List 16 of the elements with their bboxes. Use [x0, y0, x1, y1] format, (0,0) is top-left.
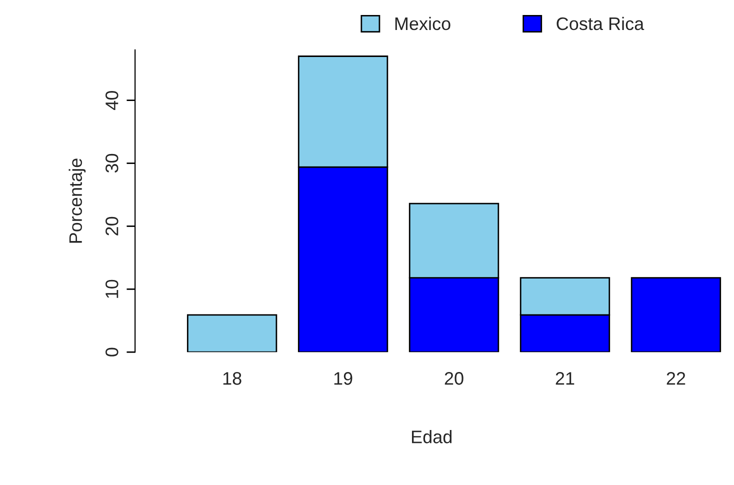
x-tick-label: 19: [334, 372, 352, 385]
legend-label: Costa Rica: [556, 16, 644, 30]
legend-label: Mexico: [395, 16, 450, 30]
y-tick-label: 20: [106, 216, 118, 236]
x-tick-label: 20: [444, 372, 464, 385]
y-tick-label: 0: [106, 348, 118, 356]
y-axis-title: Porcentaje: [68, 158, 86, 243]
x-axis-title: Edad: [412, 430, 452, 444]
y-tick-label: 40: [106, 90, 118, 110]
x-tick-label: 22: [666, 372, 686, 385]
y-tick-label: 10: [106, 280, 118, 298]
bar: [630, 277, 722, 352]
bar: [186, 314, 278, 352]
y-tick-label: 30: [106, 154, 118, 173]
x-tick-label: 21: [556, 372, 574, 385]
x-tick-label: 18: [223, 372, 242, 385]
